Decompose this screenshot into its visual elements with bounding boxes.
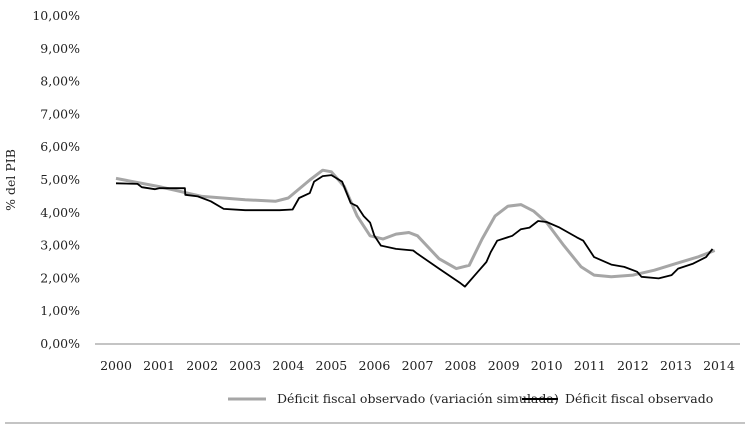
- x-tick-label: 2003: [229, 358, 261, 373]
- y-tick-label: 7,00%: [40, 106, 80, 121]
- y-tick-label: 2,00%: [40, 270, 80, 285]
- x-tick-label: 2013: [660, 358, 692, 373]
- x-tick-label: 2004: [272, 358, 304, 373]
- x-tick-label: 2012: [617, 358, 649, 373]
- y-tick-label: 1,00%: [40, 303, 80, 318]
- y-tick-label: 9,00%: [40, 41, 80, 56]
- x-tick-label: 2009: [488, 358, 520, 373]
- x-tick-label: 2006: [359, 358, 391, 373]
- x-tick-label: 2011: [574, 358, 606, 373]
- y-tick-label: 10,00%: [32, 8, 80, 23]
- x-tick-label: 2001: [143, 358, 175, 373]
- series-line-observed: [115, 174, 714, 288]
- x-tick-label: 2000: [100, 358, 132, 373]
- x-tick-label: 2005: [315, 358, 347, 373]
- y-axis-title: % del PIB: [3, 149, 18, 211]
- y-tick-label: 6,00%: [40, 139, 80, 154]
- x-tick-label: 2014: [703, 358, 735, 373]
- legend-label-simulated: Déficit fiscal observado (variación simu…: [277, 391, 559, 406]
- x-tick-label: 2007: [402, 358, 434, 373]
- x-tick-label: 2002: [186, 358, 218, 373]
- x-tick-label: 2010: [531, 358, 563, 373]
- y-tick-label: 8,00%: [40, 74, 80, 89]
- legend: Déficit fiscal observado (variación simu…: [228, 391, 713, 406]
- y-tick-label: 4,00%: [40, 205, 80, 220]
- y-tick-label: 0,00%: [40, 336, 80, 351]
- legend-label-observed: Déficit fiscal observado: [565, 391, 713, 406]
- y-tick-label: 3,00%: [40, 238, 80, 253]
- y-tick-label: 5,00%: [40, 172, 80, 187]
- x-tick-label: 2008: [445, 358, 477, 373]
- series-line-simulated: [115, 168, 716, 279]
